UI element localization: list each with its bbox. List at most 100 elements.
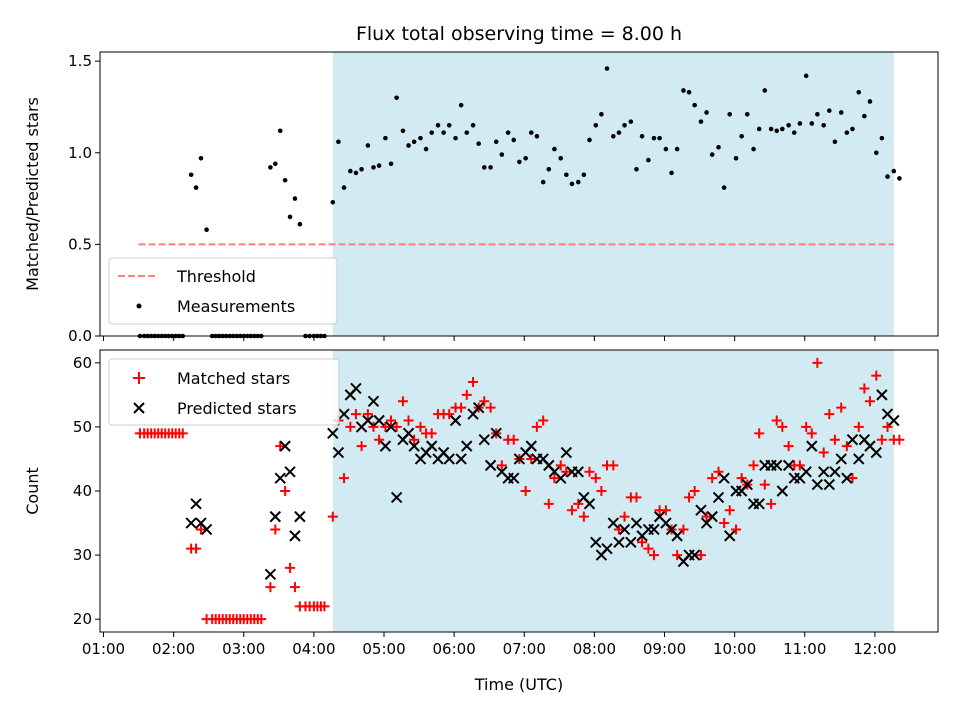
chart-title: Flux total observing time = 8.00 h [356,23,682,45]
matched-star-point [853,421,864,432]
measurement-point [587,137,592,143]
measurement-point [762,88,768,93]
predicted-star-point [289,530,301,542]
measurement-point [716,144,721,150]
matched-star-point [270,524,281,535]
matched-star-point [461,389,472,400]
measurement-point [897,176,902,181]
measurement-point [815,111,820,117]
matched-star-point [701,511,712,522]
measurement-point [470,122,476,128]
predicted-star-point [888,414,900,427]
measurement-point [406,143,411,148]
predicted-star-point [279,440,291,452]
matched-star-point [339,473,350,484]
measurement-point [669,170,674,176]
x-tick-label: 02:00 [152,640,195,658]
measurement-point [523,155,528,161]
matched-star-point [444,409,455,420]
ratio-y-axis-title: Matched/Predicted stars [23,97,42,291]
predicted-star-point [560,446,573,459]
measurement-point [803,73,809,79]
predicted-star-point [455,453,467,465]
ratio-axes-frame [99,51,939,337]
measurement-point [292,196,298,201]
predicted-star-point [338,408,350,420]
predicted-star-point [688,549,701,561]
measurement-point [768,126,774,132]
measurement-point [867,99,873,104]
x-tick-label: 08:00 [573,640,616,658]
predicted-star-point [771,459,783,472]
measurement-point [511,137,517,143]
measurement-point [646,157,651,163]
predicted-star-point [601,542,613,555]
measurement-point [639,133,645,139]
predicted-star-point [490,427,502,440]
measurement-point [862,113,867,119]
count-y-tick-label: 20 [73,610,92,628]
measurement-point [797,121,803,126]
matched-star-point [759,479,770,490]
measurement-point [873,150,879,156]
x-tick-label: 05:00 [362,640,405,658]
matched-star-point [637,537,648,548]
matched-star-point [195,524,206,535]
measurement-point [476,141,481,146]
measurement-point [394,95,399,101]
count-shaded-window [332,350,894,632]
x-tick-label: 11:00 [783,640,826,658]
measurement-point [575,179,581,185]
measurement-point [376,163,382,168]
measurement-point [756,126,762,132]
ratio-y-tick-label: 1.0 [68,144,92,162]
measurement-point [353,170,359,176]
measurement-point [493,139,499,145]
predicted-star-point [835,453,847,465]
predicted-star-point [853,453,865,465]
predicted-star-point [782,459,795,472]
measurement-point [464,130,470,135]
ratio-y-tick-label: 1.5 [68,52,92,70]
measurement-point [727,111,733,117]
matched-star-point [549,473,560,484]
matched-star-point [319,601,330,612]
measurement-point [657,135,662,141]
measurement-point [429,130,434,135]
matched-star-point [426,428,437,439]
measurement-point [844,130,850,135]
predicted-star-point [607,517,620,529]
measurement-point [505,130,511,135]
measurement-point [681,88,686,93]
count-y-tick-label: 50 [73,418,92,436]
legend-predicted-label: Predicted stars [177,399,297,418]
measurement-point [774,128,780,134]
predicted-star-point [695,504,707,516]
measurement-point [277,128,283,134]
measurement-point [297,221,303,227]
measurement-point [593,122,599,128]
matched-star-point [456,402,467,413]
matched-star-point [256,614,267,625]
matched-star-point [894,434,905,445]
matched-star-point [871,370,882,381]
measurement-point [400,128,406,134]
matched-star-point [496,460,507,471]
matched-star-point [596,486,607,496]
predicted-star-point [449,414,462,427]
measurement-point [780,126,785,132]
predicted-star-point [555,472,567,484]
matched-star-point [380,421,391,432]
measurement-point [359,166,364,172]
matched-star-point [573,498,584,509]
matched-star-point [613,524,624,535]
matched-star-point [479,396,490,407]
measurement-point [453,135,458,141]
matched-star-point [841,441,852,452]
measurement-point [686,90,692,95]
legend-measurements-label: Measurements [177,297,295,316]
predicted-star-point [630,517,643,529]
predicted-star-point [402,427,415,440]
predicted-star-point [461,440,473,452]
matched-star-point [829,434,840,445]
